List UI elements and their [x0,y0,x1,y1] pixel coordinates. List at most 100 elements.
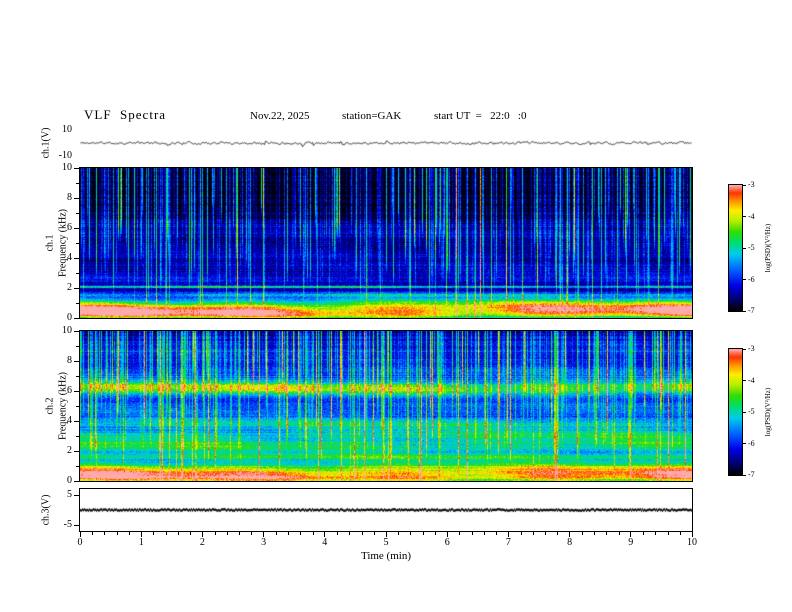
figure-start-ut: start UT = 22:0 :0 [434,110,527,122]
x-tick-mark [385,532,387,537]
x-minor-tick [275,532,277,535]
colorbar2-tick-label: -4 [748,375,755,385]
ch1-freq-tick-label: 10 [62,162,72,173]
ch1-freq-minor-tick [76,302,79,304]
colorbar1-tick-mark [743,184,746,186]
ch2-freq-tick-mark [74,390,79,392]
x-minor-tick [251,532,253,535]
x-minor-tick [153,532,155,535]
colorbar1-tick-label: -5 [748,243,755,252]
x-tick-mark [630,532,632,537]
colorbar1-tick-label: -4 [748,211,755,221]
figure-station: station=GAK [342,110,402,122]
ch1-freq-tick-label: 8 [67,192,72,203]
colorbar1-tick-mark [743,279,746,280]
x-minor-tick [434,532,436,535]
colorbar1-tick-mark [743,310,746,312]
ch1-freq-tick-label: 6 [67,222,72,233]
ch1-freq-minor-tick [76,212,79,214]
ch1-freq-tick-mark [74,257,79,259]
ch1-freq-tick-label: 0 [67,312,72,323]
x-minor-tick [337,532,339,535]
ch1-freq-tick-label: 4 [67,252,72,263]
ch1-freq-tick-label: 2 [67,282,72,293]
x-minor-tick [594,532,596,535]
colorbar2-tick-mark [743,443,746,444]
x-tick-label: 0 [77,537,83,548]
ch3-waveform-canvas [80,489,692,531]
ch2-freq-tick-mark [74,480,79,482]
x-tick-label: 5 [383,537,389,548]
ch2-freq-tick-label: 4 [67,415,72,426]
x-minor-tick [361,532,363,535]
x-minor-tick [190,532,192,535]
x-minor-tick [471,532,473,535]
ch2-freq-tick-label: 0 [67,475,72,486]
x-tick-mark [140,532,142,537]
x-minor-tick [128,532,130,535]
ch2-freq-minor-tick [76,375,79,377]
x-minor-tick [459,532,461,535]
x-tick-label: 7 [505,537,511,548]
x-tick-mark [324,532,326,537]
x-tick-mark [263,532,265,537]
ch2-freq-minor-tick [76,435,79,437]
x-minor-tick [288,532,290,535]
x-tick-label: 9 [628,537,634,548]
ch1-freq-tick-mark [74,197,79,199]
x-tick-mark [79,532,81,537]
x-tick-label: 10 [687,537,697,548]
colorbar2-tick-label: -3 [748,344,755,353]
colorbar2-canvas [728,348,743,476]
ch2-freq-minor-tick [76,405,79,407]
x-minor-tick [667,532,669,535]
ch1-freq-tick-mark [74,227,79,229]
x-minor-tick [496,532,498,535]
x-minor-tick [116,532,118,535]
ch1-freq-minor-tick [76,272,79,274]
x-minor-tick [606,532,608,535]
ch3-tick-label: -5 [63,519,72,530]
ch1-freq-tick-mark [74,287,79,289]
x-tick-mark [507,532,509,537]
ch3-tick-label: 5 [67,489,72,500]
ch1-wave-tick-label: 10 [62,124,72,135]
x-tick-label: 4 [322,537,328,548]
colorbar1-tick-label: -3 [748,180,755,189]
x-minor-tick [398,532,400,535]
x-minor-tick [545,532,547,535]
ch2-freq-tick-label: 10 [62,325,72,336]
x-minor-tick [214,532,216,535]
x-minor-tick [643,532,645,535]
x-minor-tick [104,532,106,535]
ch1-frequency-axis-label: Frequency (kHz) [57,208,69,278]
ch2-freq-tick-label: 6 [67,385,72,396]
ch2-channel-label: ch.2 [44,397,56,415]
x-minor-tick [349,532,351,535]
x-minor-tick [618,532,620,535]
ch3-panel-frame [79,488,693,532]
ch2-spectrogram-canvas [80,331,692,481]
ch1-spectrogram-canvas [80,168,692,318]
x-tick-label: 8 [567,537,573,548]
ch2-spectrogram-frame [79,330,693,482]
colorbar1-tick-label: -6 [748,274,755,284]
ch1-freq-tick-mark [74,317,79,319]
x-minor-tick [483,532,485,535]
colorbar2-tick-label: -6 [748,438,755,448]
colorbar1-tick-mark [743,216,746,217]
x-tick-mark [201,532,203,537]
ch2-freq-tick-mark [74,360,79,362]
x-minor-tick [679,532,681,535]
x-minor-tick [581,532,583,535]
x-minor-tick [422,532,424,535]
x-tick-mark [691,532,693,537]
figure-date: Nov.22, 2025 [250,110,310,122]
ch2-freq-tick-label: 8 [67,355,72,366]
x-tick-label: 3 [261,537,267,548]
ch1-freq-tick-mark [74,167,79,169]
ch2-freq-tick-mark [74,330,79,332]
ch2-freq-minor-tick [76,465,79,467]
ch2-freq-tick-mark [74,450,79,452]
x-minor-tick [655,532,657,535]
